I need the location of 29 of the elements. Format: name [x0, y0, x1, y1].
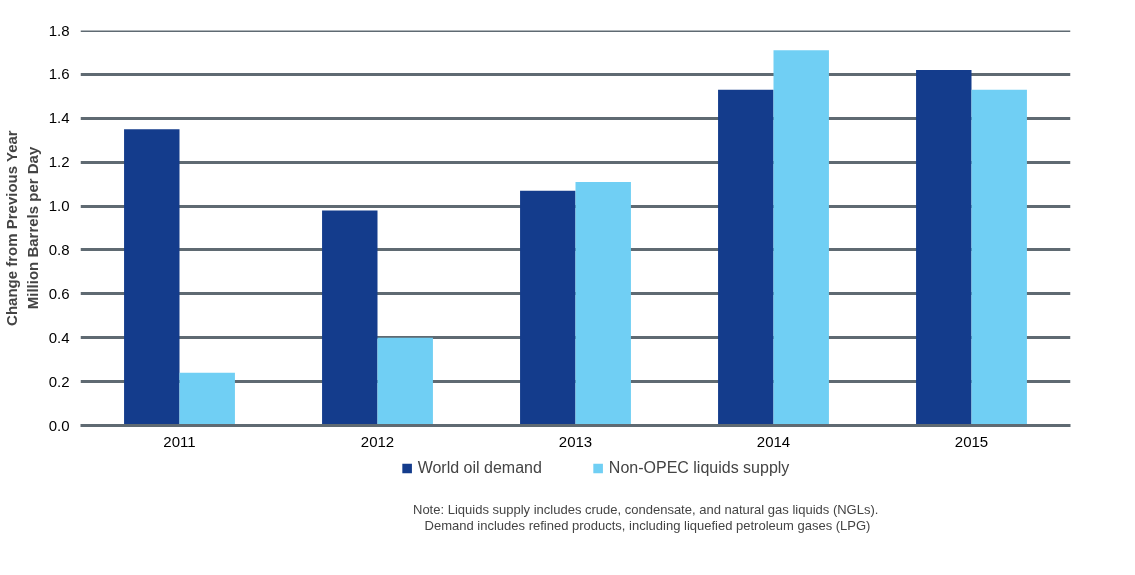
bar: [575, 181, 631, 426]
legend-label: World oil demand: [417, 459, 542, 477]
y-tick-label: 1.6: [48, 65, 70, 83]
x-tick-label: 2012: [360, 432, 395, 450]
y-tick-label: 0.2: [48, 372, 70, 390]
y-tick-label: 0.4: [48, 328, 70, 346]
y-tick-label: 1.0: [48, 197, 70, 215]
bar: [377, 337, 433, 426]
x-tick-label: 2015: [954, 432, 989, 450]
x-tick-label: 2011: [163, 432, 196, 450]
bar: [322, 210, 378, 426]
y-tick-label: 0.6: [48, 284, 70, 302]
bar: [520, 190, 576, 426]
x-tick-label: 2013: [558, 432, 593, 450]
legend-label: Non-OPEC liquids supply: [608, 459, 790, 477]
bar: [179, 372, 235, 426]
y-tick-label: 1.4: [48, 109, 70, 127]
y-tick-label: 1.2: [48, 153, 70, 171]
bar: [773, 50, 829, 426]
y-axis-title: Change from Previous Year Million Barrels per Day: [3, 130, 41, 326]
y-tick-label: 0.8: [48, 240, 70, 258]
bar: [124, 129, 180, 426]
y-tick-label: 0.0: [48, 416, 70, 434]
y-tick-label: 1.8: [48, 21, 70, 39]
text: Note: Liquids supply includes crude, condensate, and natural gas liquids (NGLs). Demand includes refined products, including liquefied petroleum gases (LPG): [413, 501, 879, 533]
bar: [718, 89, 774, 426]
x-tick-label: 2014: [756, 432, 791, 450]
bar: [916, 70, 972, 426]
bar: [971, 89, 1027, 426]
